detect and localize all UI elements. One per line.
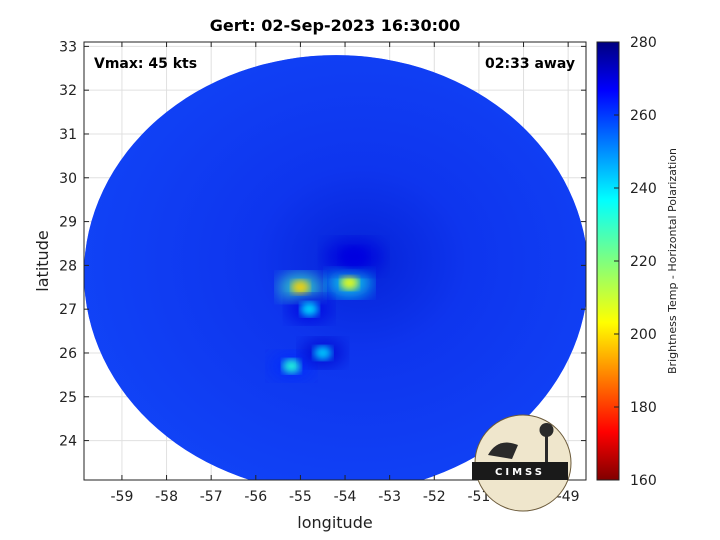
feature-0 [278,273,323,302]
y-tick-label: 33 [59,39,77,55]
feature-core [313,345,332,360]
feature-core [340,275,359,290]
plot-frame [83,41,587,481]
feature-1 [327,268,372,297]
colorbar: 160 180 200 220 240 260 280 Brightness Temp - … [596,35,679,489]
x-tick-label: -54 [334,489,357,505]
x-tick-label: -57 [200,489,223,505]
feature-core [339,246,368,267]
logo-tower-tank-icon [539,423,554,437]
y-tick-label: 27 [59,302,77,318]
feature-2 [269,352,314,381]
x-axis-label: longitude [297,513,372,532]
colorbar-tick-label: 180 [630,400,657,416]
y-tick-label: 25 [59,390,77,406]
feature-core [300,302,319,317]
x-tick-label: -49 [557,489,580,505]
x-tick-label: -58 [155,489,178,505]
colorbar-tick-label: 160 [630,473,657,489]
x-tick-label: -59 [110,489,133,505]
y-tick-label: 26 [59,346,77,362]
colorbar-tick-label: 240 [630,181,657,197]
time-away-annotation: 02:33 away [485,56,575,72]
feature-3 [300,338,345,367]
feature-core [282,359,301,374]
vmax-annotation: Vmax: 45 kts [94,56,197,72]
y-tick-label: 29 [59,215,77,231]
logo-banner [472,462,568,480]
feature-5 [323,238,384,275]
y-axis-label: latitude [33,230,52,291]
logo-satellite-dish-icon [488,442,518,459]
x-tick-label: -52 [423,489,446,505]
x-tick-label: -56 [244,489,267,505]
chart-title: Gert: 02-Sep-2023 16:30:00 [210,16,461,35]
y-tick-label: 32 [59,83,77,99]
colorbar-tick-label: 280 [630,35,657,51]
plot-area: -59-58-57-56-55-54-53-52-51-50-49 242526… [59,39,587,505]
colorbar-tick-label: 260 [630,108,657,124]
x-tick-label: -55 [289,489,312,505]
logo-tower-icon [545,432,548,462]
colorbar-label: Brightness Temp - Horizontal Polarizatio… [666,148,679,374]
logo-text: CIMSS [495,467,545,478]
colorbar-tick-label: 200 [630,327,657,343]
x-tick-label: -51 [467,489,490,505]
colorbar-tick-label: 220 [630,254,657,270]
feature-4 [287,295,332,324]
cimss-logo: CIMSS [472,414,572,512]
colorbar-ticks: 160 180 200 220 240 260 280 [614,35,657,489]
y-axis-ticks: 24 25 26 27 28 29 30 31 32 33 [59,39,586,450]
y-tick-label: 31 [59,127,77,143]
y-tick-label: 30 [59,171,77,187]
x-tick-label: -53 [378,489,401,505]
y-tick-label: 24 [59,434,77,450]
feature-core [291,280,310,295]
y-tick-label: 28 [59,258,77,274]
swath-layer [84,55,586,480]
